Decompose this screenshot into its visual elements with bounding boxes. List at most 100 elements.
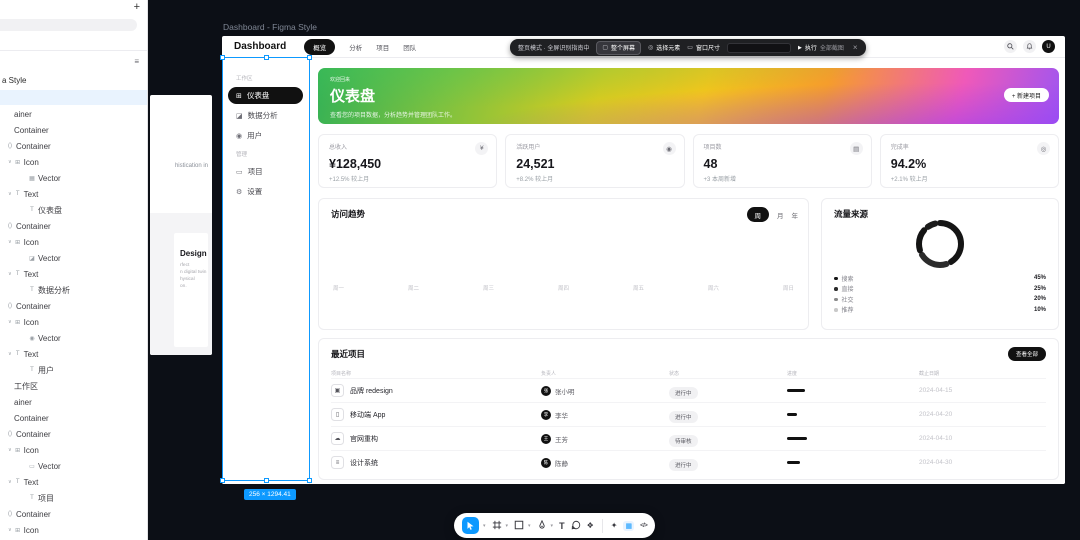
layer-row[interactable]: () Container bbox=[0, 218, 147, 234]
sidebar-workspace-items: ⊞ 仪表盘 ◪ 数据分析 ◉ 用户 bbox=[222, 87, 309, 144]
search-icon[interactable] bbox=[1004, 40, 1017, 53]
selected-layer-row[interactable] bbox=[0, 90, 147, 105]
actions-icon[interactable]: ✦ bbox=[610, 521, 618, 530]
status-badge: 进行中 bbox=[669, 386, 698, 399]
chevron-down-icon[interactable]: ∨ bbox=[8, 159, 12, 165]
layer-row[interactable]: ∨ T Text bbox=[0, 346, 147, 362]
capture-size-input[interactable] bbox=[726, 42, 791, 53]
layer-row[interactable]: ▭ Vector bbox=[0, 458, 147, 474]
legend-row: 搜索 45% bbox=[834, 273, 1046, 284]
chevron-down-icon[interactable]: ▾ bbox=[528, 522, 531, 529]
nav-item[interactable]: 概览 bbox=[304, 38, 336, 55]
search-input[interactable] bbox=[0, 19, 137, 31]
new-project-button[interactable]: + 新建项目 bbox=[1003, 88, 1049, 102]
layer-row[interactable]: ∨ ⊞ Icon bbox=[0, 522, 147, 538]
layer-row[interactable]: T 用户 bbox=[0, 362, 147, 378]
layer-row[interactable]: ainer bbox=[0, 394, 147, 410]
chevron-down-icon[interactable]: ∨ bbox=[8, 319, 12, 325]
chevron-down-icon[interactable]: ∨ bbox=[8, 191, 12, 197]
capture-mode-element-button[interactable]: ◎ 选择元素 bbox=[648, 45, 681, 52]
layer-row[interactable]: ∨ T Text bbox=[0, 474, 147, 490]
sidebar-item[interactable]: ◉ 用户 bbox=[228, 127, 303, 144]
layer-row[interactable]: 工作区 bbox=[0, 378, 147, 394]
legend-dot bbox=[834, 308, 838, 312]
table-row[interactable]: ☁ 官网重构 王 王芳 待审核 2024-04-10 bbox=[331, 426, 1046, 450]
layer-row[interactable]: () Container bbox=[0, 426, 147, 442]
layer-row[interactable]: ∨ ⊞ Icon bbox=[0, 234, 147, 250]
layer-row[interactable]: () Container bbox=[0, 506, 147, 522]
code-icon[interactable]: </> bbox=[640, 522, 648, 529]
capture-run-button[interactable]: ▶ 执行 全部截图 bbox=[797, 44, 844, 53]
chevron-down-icon[interactable]: ▾ bbox=[483, 522, 486, 529]
chevron-down-icon[interactable]: ▾ bbox=[505, 522, 509, 529]
layer-row[interactable]: ∨ ⊞ Icon bbox=[0, 314, 147, 330]
table-row[interactable]: ▯ 移动端 App 李 李华 进行中 2024-04-20 bbox=[331, 402, 1046, 426]
sidebar-item[interactable]: ⚙ 设置 bbox=[228, 183, 303, 200]
sidebar-item[interactable]: ▭ 项目 bbox=[228, 163, 303, 180]
dashboard-frame[interactable]: Dashboard 概览 分析 项目 团队 U 工作区 ⊞ bbox=[222, 36, 1065, 484]
chevron-down-icon[interactable]: ∨ bbox=[8, 239, 12, 245]
progress-track bbox=[787, 389, 811, 392]
user-avatar[interactable]: U bbox=[1042, 40, 1055, 53]
view-all-button[interactable]: 查看全部 bbox=[1007, 347, 1046, 361]
layer-row[interactable]: T 数据分析 bbox=[0, 282, 147, 298]
capture-mode-screen-button[interactable]: ▢ 整个屏幕 bbox=[596, 40, 642, 55]
shape-tool-button[interactable] bbox=[514, 517, 524, 535]
dev-mode-toggle[interactable]: ▦ bbox=[623, 520, 635, 531]
move-tool-button[interactable] bbox=[462, 517, 479, 534]
layer-row[interactable]: () Container bbox=[0, 138, 147, 154]
chevron-down-icon[interactable]: ∨ bbox=[8, 447, 12, 453]
page-name-label[interactable]: a Style bbox=[2, 76, 27, 85]
layer-row[interactable]: ∨ ⊞ Icon bbox=[0, 442, 147, 458]
layer-row[interactable]: Container bbox=[0, 122, 147, 138]
chevron-down-icon[interactable]: ▾ bbox=[550, 522, 554, 529]
nav-item[interactable]: 项目 bbox=[376, 44, 390, 52]
period-pill[interactable]: 月 bbox=[777, 212, 784, 220]
frame-title-label[interactable]: Dashboard - Figma Style bbox=[223, 22, 318, 32]
component-tool-button[interactable]: ❖ bbox=[586, 521, 594, 530]
x-axis-tick: 周一 bbox=[333, 286, 345, 292]
comment-tool-button[interactable] bbox=[571, 517, 581, 535]
sidebar-item[interactable]: ◪ 数据分析 bbox=[228, 107, 303, 124]
chevron-down-icon[interactable]: ∨ bbox=[8, 351, 12, 357]
layer-row[interactable]: ◪ Vector bbox=[0, 250, 147, 266]
status-badge: 进行中 bbox=[669, 410, 698, 423]
layer-row[interactable]: ∨ T Text bbox=[0, 186, 147, 202]
chevron-down-icon[interactable]: ∨ bbox=[8, 479, 12, 485]
nav-item[interactable]: 分析 bbox=[349, 44, 363, 52]
layer-row[interactable]: Container bbox=[0, 410, 147, 426]
progress-bar bbox=[787, 389, 805, 392]
chevron-down-icon[interactable]: ∨ bbox=[8, 527, 12, 533]
capture-mode-window-button[interactable]: ▭ 窗口尺寸 bbox=[687, 45, 720, 52]
close-icon[interactable]: × bbox=[852, 43, 858, 52]
secondary-artboard[interactable]: histication in Design rfect n digital tw… bbox=[150, 95, 212, 355]
layer-row[interactable]: T 项目 bbox=[0, 490, 147, 506]
frame-tool-button[interactable] bbox=[492, 517, 502, 535]
layer-row[interactable]: ∨ ⊞ Icon bbox=[0, 154, 147, 170]
chevron-down-icon[interactable]: ∨ bbox=[8, 271, 12, 277]
design-header: Dashboard 概览 分析 项目 团队 U bbox=[222, 36, 1065, 58]
layer-row[interactable]: ▦ Vector bbox=[0, 170, 147, 186]
sidebar-item[interactable]: ⊞ 仪表盘 bbox=[228, 87, 303, 104]
panel-options-icon[interactable]: ≡ bbox=[134, 57, 139, 66]
layer-type-icon: ▭ bbox=[29, 463, 35, 470]
layer-row[interactable]: () Container bbox=[0, 298, 147, 314]
table-row[interactable]: ≡ 设计系统 陈 陈静 进行中 2024-04-30 bbox=[331, 450, 1046, 474]
period-pill[interactable]: 周 bbox=[746, 207, 769, 222]
table-row[interactable]: ▣ 品牌 redesign 张 张小明 进行中 2024-04-15 bbox=[331, 378, 1046, 402]
layer-label: Text bbox=[23, 349, 39, 359]
layer-row[interactable]: ∨ T Text bbox=[0, 266, 147, 282]
pen-tool-button[interactable] bbox=[537, 517, 547, 535]
stat-delta: +2.1% 较上月 bbox=[890, 177, 928, 183]
bell-icon[interactable] bbox=[1023, 40, 1036, 53]
period-pill[interactable]: 年 bbox=[791, 212, 799, 220]
layer-row[interactable]: ainer bbox=[0, 106, 147, 122]
nav-item[interactable]: 团队 bbox=[403, 44, 417, 52]
top-nav: 概览 分析 项目 团队 bbox=[304, 38, 417, 55]
layer-row[interactable]: T 仪表盘 bbox=[0, 202, 147, 218]
text-tool-button[interactable]: T bbox=[559, 520, 565, 531]
add-page-button[interactable]: + bbox=[133, 1, 140, 13]
layer-row[interactable]: ◉ Vector bbox=[0, 330, 147, 346]
layer-type-icon: () bbox=[8, 431, 12, 437]
